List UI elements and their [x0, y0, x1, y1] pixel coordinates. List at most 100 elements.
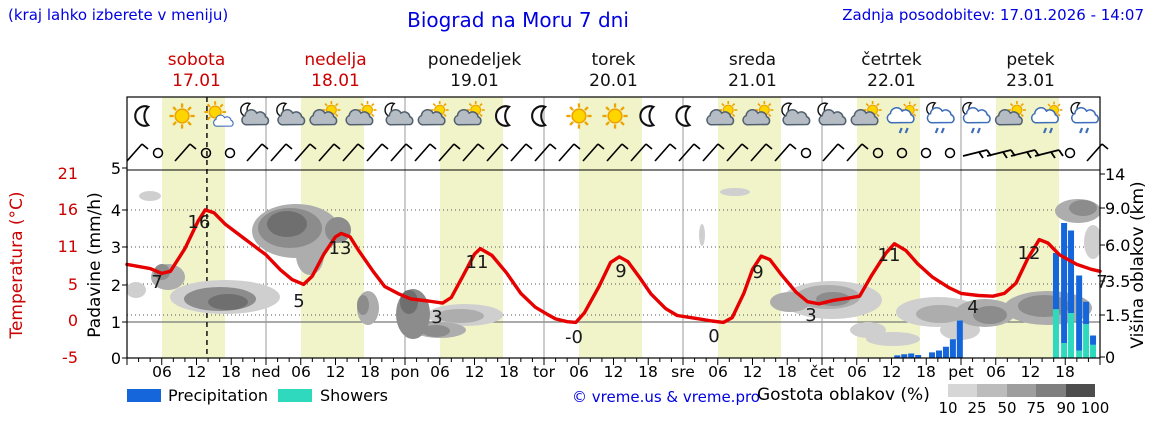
cloud-icon	[385, 108, 414, 126]
sun-ray	[721, 103, 725, 107]
wind-barb-icon	[390, 143, 413, 162]
day-name: četrtek	[861, 50, 922, 70]
sun-cloud-weather-icon	[453, 101, 485, 126]
rain-icon	[1042, 127, 1048, 134]
wind-barb-icon	[774, 143, 797, 162]
cloud-icon	[742, 108, 771, 126]
copyright-link[interactable]: © vreme.us & vreme.pro	[572, 388, 760, 406]
day-header-ponedeljek: ponedeljek 19.01	[410, 50, 540, 92]
barb-feather	[525, 143, 533, 150]
wind-barb-icon	[678, 143, 701, 162]
barb-shaft	[390, 143, 407, 162]
day-header-torek: torek 20.01	[549, 50, 679, 92]
precip-bar	[949, 339, 956, 358]
sun-ray	[1057, 113, 1061, 117]
sun-weather-icon	[602, 103, 628, 129]
barb-feather	[861, 143, 869, 150]
calm-wind-icon	[1064, 147, 1076, 159]
sun-ray	[584, 121, 589, 126]
temperature-value-labels: 7 16 5 13 3 11 -0 9 0 9 3 11 4 12 7	[151, 212, 1107, 348]
sun-ray	[605, 121, 610, 126]
x-hour-label: 18	[777, 363, 797, 381]
sun-ray	[479, 113, 483, 117]
wind-barb-icon	[582, 143, 605, 162]
x-hour-label: 18	[1055, 363, 1075, 381]
precip-bar	[1090, 335, 1097, 345]
sun-ray	[569, 121, 574, 126]
barb-shaft	[510, 143, 527, 162]
sun-cloud-weather-icon	[345, 101, 377, 126]
calm-circle	[872, 147, 884, 159]
cloud-tick-label: 9.0	[1105, 199, 1130, 218]
cloud-density-label: Gostota oblakov (%)	[757, 385, 930, 405]
barb-feather	[789, 143, 797, 150]
sun-ray	[569, 106, 574, 111]
wind-barb-icon	[534, 143, 557, 162]
precip-axis-title: Padavine (mm/h)	[85, 192, 105, 337]
day-header-sreda: sreda 21.01	[688, 50, 818, 92]
wind-barb-icon	[246, 143, 269, 162]
barb-shaft	[174, 143, 191, 162]
barb-shaft	[726, 143, 743, 162]
cloud-icon	[277, 108, 306, 126]
cloud-blob	[770, 292, 810, 312]
temp-axis-title: Temperatura (°C)	[7, 191, 27, 339]
temp-value-label: 3	[431, 307, 442, 328]
x-hour-label: 18	[916, 363, 936, 381]
cloud-blob	[916, 305, 964, 323]
moon-weather-icon	[134, 105, 151, 127]
sun-cloud-small-weather-icon	[204, 101, 234, 127]
wind-barb-icon	[702, 143, 725, 162]
x-day-label: čet	[810, 363, 834, 381]
x-day-label: sre	[671, 363, 695, 381]
rain-icon	[970, 127, 975, 134]
barb-feather	[1050, 151, 1056, 159]
weather-icons-row	[134, 101, 1100, 134]
rain-icon	[934, 127, 939, 134]
barb-shaft	[246, 143, 263, 162]
sun-cloud-weather-icon	[994, 101, 1026, 126]
sun-disc	[571, 108, 587, 124]
sun-ray	[903, 103, 907, 107]
precip-bar	[1061, 223, 1068, 343]
cloud-icon	[926, 106, 955, 124]
temp-value-label: 4	[967, 297, 978, 318]
barb-feather	[357, 143, 365, 150]
day-date: 17.01	[172, 71, 221, 91]
moon-icon	[531, 105, 548, 127]
x-hour-label: 12	[326, 363, 346, 381]
day-header-nedelja: nedelja 18.01	[271, 50, 401, 92]
rain-icon	[1048, 127, 1054, 134]
calm-circle	[944, 147, 956, 159]
sun-disc	[208, 105, 222, 119]
shower-bar	[1083, 324, 1090, 358]
daylight-band	[579, 97, 642, 358]
barb-shaft	[462, 143, 479, 162]
sun-ray	[731, 103, 736, 107]
precip-bar	[1083, 301, 1090, 325]
barb-shaft	[366, 143, 383, 162]
cloud-blob	[1069, 200, 1097, 216]
sun-ray	[1020, 113, 1024, 117]
sun-ray	[1047, 103, 1051, 107]
barb-feather	[597, 143, 605, 150]
precipitation-legend-label: Precipitation	[168, 386, 269, 405]
temp-value-label: 11	[466, 252, 489, 273]
barb-feather	[693, 143, 701, 150]
sun-cloud-rain-weather-icon	[1030, 101, 1063, 134]
sun-cloud-weather-icon	[417, 101, 449, 126]
barb-feather	[1058, 149, 1064, 157]
rain-icon	[976, 127, 981, 134]
cloud-tick-label: 1.5	[1105, 306, 1130, 325]
temp-value-label: 3	[805, 305, 816, 326]
sun-ray	[620, 121, 625, 126]
wind-barb-icon	[606, 143, 629, 162]
sun-ray	[206, 116, 211, 121]
barb-shaft	[1010, 149, 1036, 157]
wind-barb-icon	[846, 143, 869, 162]
sun-weather-icon	[566, 103, 592, 129]
cloud-blob	[267, 211, 307, 237]
calm-circle	[1064, 147, 1076, 159]
calm-wind-icon	[800, 147, 812, 159]
